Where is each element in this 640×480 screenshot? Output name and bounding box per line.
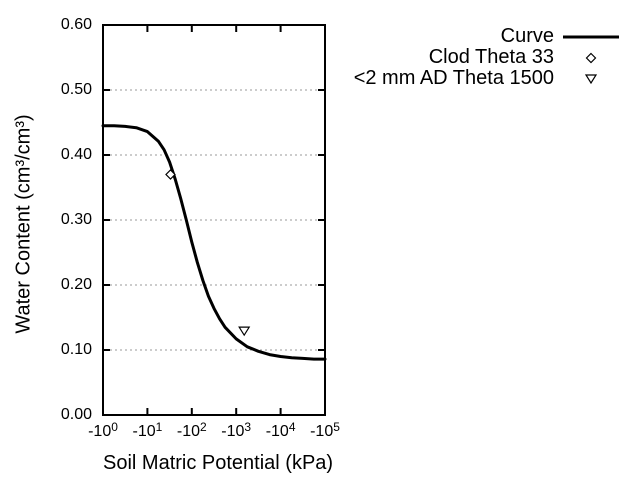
x-tick-base: -10 [132, 423, 156, 440]
x-tick-base: -10 [221, 423, 245, 440]
x-tick-label: -102 [176, 419, 207, 441]
retention-curve [101, 124, 327, 361]
x-tick-exponent: 4 [288, 419, 296, 434]
x-tick-exponent: 0 [111, 419, 118, 434]
legend-sample-icon [563, 35, 619, 38]
y-tick-label: 0.50 [60, 81, 92, 98]
y-axis-title: Water Content (cm³/cm³) [12, 114, 35, 334]
legend-sample-icon [585, 52, 597, 63]
legend: Curve Clod Theta 33 <2 mm AD Theta 1500 [340, 25, 619, 89]
x-axis-title: Soil Matric Potential (kPa) [103, 452, 334, 474]
legend-open-triangle-down-sample [563, 69, 619, 89]
ad-theta1500-marker [238, 326, 251, 337]
legend-sample-icon [584, 73, 598, 84]
y-tick-label: 0.10 [60, 341, 92, 358]
y-tick-label: 0.60 [60, 16, 92, 33]
x-tick-exponent: 5 [333, 419, 340, 434]
y-tick-label: 0.00 [60, 406, 92, 423]
legend-line-sample [563, 27, 619, 47]
triangle-down-icon [584, 73, 598, 84]
x-tick-exponent: 1 [155, 419, 163, 434]
x-tick-label: -101 [132, 419, 163, 441]
x-tick-base: -10 [265, 423, 289, 440]
x-tick-exponent: 3 [244, 419, 252, 434]
x-tick-label: -100 [88, 419, 118, 441]
y-tick-label: 0.30 [60, 211, 92, 228]
legend-open-diamond-sample [563, 48, 619, 68]
legend-label: <2 mm AD Theta 1500 [353, 67, 554, 89]
diamond-icon [585, 52, 597, 63]
legend-row: Clod Theta 33 [340, 46, 619, 68]
y-tick-label: 0.20 [60, 276, 92, 293]
legend-row: <2 mm AD Theta 1500 [340, 67, 619, 89]
y-tick-label: 0.40 [60, 146, 92, 163]
x-tick-label: -103 [221, 419, 252, 441]
clod-theta33-marker [165, 169, 176, 180]
x-tick-exponent: 2 [200, 419, 207, 434]
legend-label: Clod Theta 33 [428, 46, 554, 68]
x-tick-label: -104 [265, 419, 296, 441]
legend-row: Curve [340, 25, 619, 47]
x-tick-base: -10 [310, 423, 334, 440]
x-tick-base: -10 [88, 423, 112, 440]
x-tick-label: -105 [310, 419, 340, 441]
x-tick-base: -10 [176, 423, 201, 440]
legend-label: Curve [500, 25, 554, 47]
